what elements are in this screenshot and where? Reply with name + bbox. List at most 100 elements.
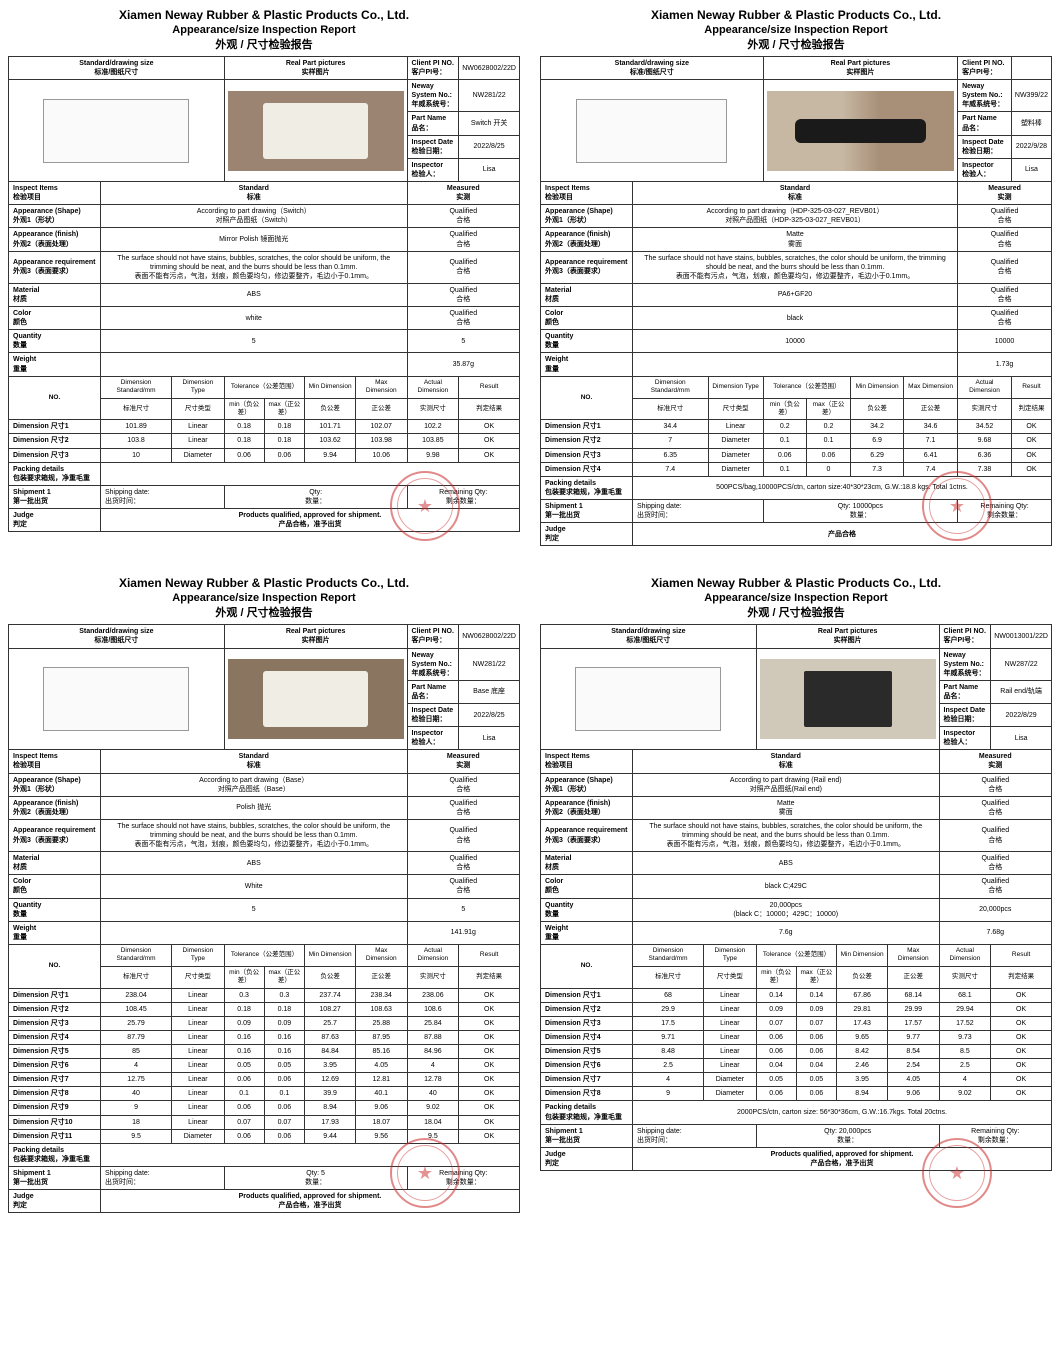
dim-mind-6: 3.95	[305, 1059, 356, 1073]
val-weight-measured: 7.68g	[939, 921, 1051, 944]
report-table: Standard/drawing size标准/图纸尺寸Real Part pi…	[540, 624, 1052, 1171]
dim-act-2: 9.68	[958, 434, 1012, 448]
dim-type-2: Linear	[704, 1002, 757, 1016]
hdr-type-cn: 尺寸类型	[704, 966, 757, 988]
hdr-std-cn: 标准尺寸	[100, 398, 171, 420]
dim-act-3: 9.98	[407, 448, 459, 462]
hdr-result: Result	[459, 944, 520, 966]
report-title-cn: 外观 / 尺寸检验报告	[540, 604, 1052, 620]
dim-act-4: 9.73	[939, 1030, 991, 1044]
hdr-type-cn: 尺寸类型	[172, 398, 225, 420]
val-part-name: Rail end/轨端	[991, 680, 1052, 703]
dim-maxd-8: 9.06	[887, 1087, 939, 1101]
label-inspector: Inspector检验人：	[958, 158, 1012, 181]
val-inspect-date: 2022/8/25	[459, 135, 520, 158]
dim-maxd-5: 8.54	[887, 1045, 939, 1059]
dim-type-7: Linear	[172, 1073, 225, 1087]
dim-min-3: 0.06	[763, 448, 806, 462]
dim-max-3: 0.09	[264, 1016, 305, 1030]
dim-mind-5: 8.42	[837, 1045, 888, 1059]
dim-max-4: 0	[806, 462, 850, 476]
dim-mind-11: 9.44	[305, 1129, 356, 1143]
report-title-en: Appearance/size Inspection Report	[8, 24, 520, 36]
dim-act-2: 108.6	[407, 1002, 459, 1016]
hdr-min-neg: min（负公差）	[224, 398, 264, 420]
val-color: white	[100, 307, 407, 330]
label-material: Material材质	[9, 283, 101, 306]
val-surface-req: The surface should not have stains, bubb…	[632, 251, 957, 283]
hdr-inspect-items: Inspect Items检验项目	[9, 182, 101, 205]
hdr-dim-type: Dimension Type	[704, 944, 757, 966]
val-surface-measured: Qualified合格	[958, 251, 1052, 283]
part-photo	[224, 648, 407, 750]
dim-max-6: 0.05	[264, 1059, 305, 1073]
dim-mind-9: 8.94	[305, 1101, 356, 1115]
dim-mind-3: 25.7	[305, 1016, 356, 1030]
hdr-inspect-items: Inspect Items检验项目	[541, 750, 633, 773]
val-qty-measured: 5	[407, 330, 519, 353]
label-part-name: Part Name品名：	[407, 680, 459, 703]
dim-max-5: 0.06	[796, 1045, 837, 1059]
val-weight	[632, 353, 957, 376]
dim-res-3: OK	[459, 1016, 520, 1030]
hdr-pos-tol: 正公差	[887, 966, 939, 988]
hdr-type-cn: 尺寸类型	[708, 398, 763, 420]
dim-res-1: OK	[1011, 420, 1051, 434]
val-judge: Products qualified, approved for shipmen…	[100, 509, 519, 532]
val-finish-measured: Qualified合格	[958, 228, 1052, 251]
dim-res-8: OK	[459, 1087, 520, 1101]
dim-maxd-10: 18.07	[355, 1115, 407, 1129]
dim-type-1: Linear	[708, 420, 763, 434]
val-surface-measured: Qualified合格	[407, 251, 519, 283]
label-packing: Packing details包装要求箱规，净重毛重	[9, 462, 101, 485]
dim-res-2: OK	[1011, 434, 1051, 448]
val-inspector: Lisa	[459, 158, 520, 181]
dim-max-3: 0.06	[806, 448, 850, 462]
inspection-report-1: Xiamen Neway Rubber & Plastic Products C…	[8, 8, 520, 546]
dim-maxd-2: 103.98	[355, 434, 407, 448]
dim-max-2: 0.18	[264, 434, 305, 448]
hdr-std-cn: 标准尺寸	[632, 398, 708, 420]
val-part-name: Switch 开关	[459, 112, 520, 135]
dim-mind-8: 8.94	[837, 1087, 888, 1101]
label-ship-date: Shipping date:出货时间：	[632, 499, 763, 522]
dim-mind-1: 101.71	[305, 420, 356, 434]
dim-act-4: 7.38	[958, 462, 1012, 476]
inspection-report-2: Xiamen Neway Rubber & Plastic Products C…	[540, 8, 1052, 546]
dim-type-3: Diameter	[708, 448, 763, 462]
hdr-neg-tol: 负公差	[851, 398, 904, 420]
label-shape: Appearance (Shape)外观1（形状）	[541, 773, 633, 796]
company-title: Xiamen Neway Rubber & Plastic Products C…	[540, 8, 1052, 22]
dim-type-4: Diameter	[708, 462, 763, 476]
hdr-measured: Measured实测	[958, 182, 1052, 205]
label-color: Color颜色	[9, 307, 101, 330]
dim-act-6: 2.5	[939, 1059, 991, 1073]
val-finish: Matte雾面	[632, 228, 957, 251]
hdr-pos-tol: 正公差	[355, 398, 407, 420]
hdr-actual-cn: 实测尺寸	[939, 966, 991, 988]
dim-std-9: 9	[100, 1101, 171, 1115]
dim-res-5: OK	[459, 1045, 520, 1059]
inspection-report-4: Xiamen Neway Rubber & Plastic Products C…	[540, 576, 1052, 1213]
hdr-std-cn: 标准尺寸	[100, 966, 171, 988]
report-table: Standard/drawing size标准/图纸尺寸Real Part pi…	[8, 56, 520, 532]
dim-maxd-2: 7.1	[904, 434, 958, 448]
val-judge: Products qualified, approved for shipmen…	[100, 1190, 519, 1213]
val-weight	[100, 353, 407, 376]
dim-label-7: Dimension 尺寸7	[541, 1073, 633, 1087]
hdr-result: Result	[1011, 376, 1051, 398]
dim-maxd-4: 87.95	[355, 1030, 407, 1044]
dim-max-8: 0.06	[796, 1087, 837, 1101]
hdr-max-dim: Max Dimension	[887, 944, 939, 966]
dim-maxd-9: 9.06	[355, 1101, 407, 1115]
dim-act-1: 102.2	[407, 420, 459, 434]
val-part-name: 塑料棒	[1011, 112, 1051, 135]
dim-type-1: Linear	[172, 988, 225, 1002]
label-color: Color颜色	[541, 307, 633, 330]
inspection-report-3: Xiamen Neway Rubber & Plastic Products C…	[8, 576, 520, 1213]
part-photo	[224, 80, 407, 182]
val-color: White	[100, 875, 407, 898]
hdr-tolerance: Tolerance（公差范围）	[763, 376, 850, 398]
dim-max-10: 0.07	[264, 1115, 305, 1129]
dim-type-2: Linear	[172, 434, 225, 448]
